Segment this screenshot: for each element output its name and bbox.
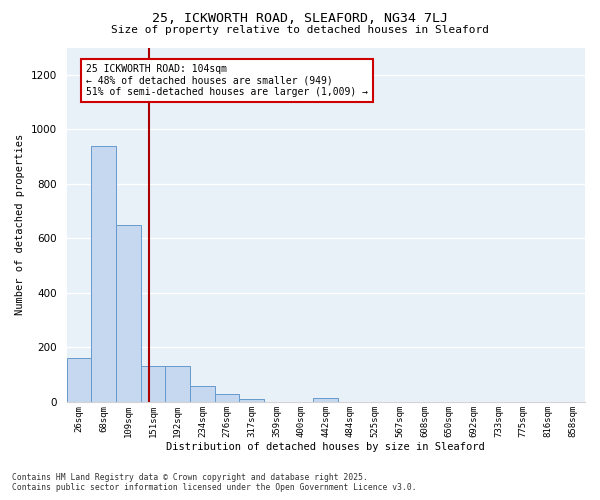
X-axis label: Distribution of detached houses by size in Sleaford: Distribution of detached houses by size … (166, 442, 485, 452)
Bar (190, 386, 215, 402)
Bar (116, 224, 140, 402)
Text: 25 ICKWORTH ROAD: 104sqm
← 48% of detached houses are smaller (949)
51% of semi-: 25 ICKWORTH ROAD: 104sqm ← 48% of detach… (86, 64, 368, 97)
Bar (91, 146, 116, 402)
Y-axis label: Number of detached properties: Number of detached properties (15, 134, 25, 316)
Bar (215, 394, 239, 402)
Bar (313, 398, 338, 402)
Text: Size of property relative to detached houses in Sleaford: Size of property relative to detached ho… (111, 25, 489, 35)
Bar (239, 398, 264, 402)
Bar (67, 358, 91, 402)
Text: Contains HM Land Registry data © Crown copyright and database right 2025.
Contai: Contains HM Land Registry data © Crown c… (12, 473, 416, 492)
Bar (165, 366, 190, 402)
Text: 25, ICKWORTH ROAD, SLEAFORD, NG34 7LJ: 25, ICKWORTH ROAD, SLEAFORD, NG34 7LJ (152, 12, 448, 26)
Bar (140, 366, 165, 402)
